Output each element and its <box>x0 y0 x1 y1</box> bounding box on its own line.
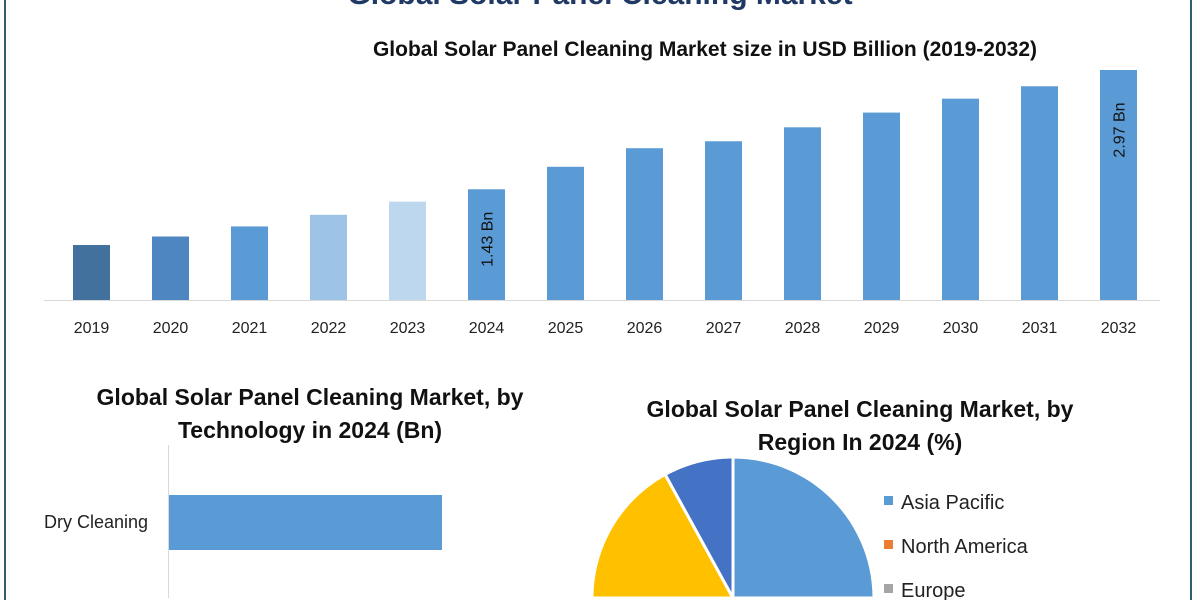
bar-chart-title: Global Solar Panel Cleaning Market size … <box>372 38 1038 61</box>
x-tick-2027: 2027 <box>706 320 742 337</box>
x-tick-2019: 2019 <box>74 320 110 337</box>
x-tick-2026: 2026 <box>627 320 663 337</box>
x-tick-2023: 2023 <box>390 320 426 337</box>
x-tick-2020: 2020 <box>153 320 189 337</box>
legend-label-europe: Europe <box>901 580 966 600</box>
technology-title-line2: Technology in 2024 (Bn) <box>177 417 443 443</box>
bar-2031 <box>1021 86 1058 300</box>
bar-2027 <box>705 141 742 300</box>
page-title: Global Solar Panel Cleaning Market <box>0 0 1200 12</box>
legend-swatch-asia-pacific <box>884 496 893 505</box>
bar-2030 <box>942 98 979 300</box>
legend-label-asia-pacific: Asia Pacific <box>901 492 1004 514</box>
bar-2021 <box>231 226 268 300</box>
bar-2026 <box>626 148 663 300</box>
bar-2023 <box>389 201 426 300</box>
x-tick-2025: 2025 <box>548 320 584 337</box>
pie-slice-unlabeled-4 <box>663 455 735 600</box>
bar-2025 <box>547 166 584 300</box>
x-tick-2024: 2024 <box>469 320 505 337</box>
legend-label-north-america: North America <box>901 536 1029 558</box>
x-tick-2029: 2029 <box>864 320 900 337</box>
bar-2024 <box>468 189 505 300</box>
hbar-label: Dry Cleaning <box>44 512 148 532</box>
bar-2032 <box>1100 70 1137 300</box>
bar-2022 <box>310 214 347 300</box>
x-tick-2032: 2032 <box>1101 320 1137 337</box>
bar-2028 <box>784 127 821 300</box>
region-title-line1: Global Solar Panel Cleaning Market, by <box>646 396 1074 422</box>
hbar-dry-cleaning <box>169 495 442 550</box>
technology-title-line1: Global Solar Panel Cleaning Market, by <box>96 384 524 410</box>
data-label-2032: 2.97 Bn <box>1112 102 1129 157</box>
legend-swatch-europe <box>884 584 893 593</box>
region-chart-title: Global Solar Panel Cleaning Market, by R… <box>600 393 1120 459</box>
x-tick-2030: 2030 <box>943 320 979 337</box>
data-label-2024: 1.43 Bn <box>480 212 497 267</box>
technology-chart-title: Global Solar Panel Cleaning Market, by T… <box>60 381 560 447</box>
x-tick-2021: 2021 <box>232 320 268 337</box>
x-tick-2028: 2028 <box>785 320 821 337</box>
pie-slice-unlabeled-3 <box>590 472 735 600</box>
x-tick-2022: 2022 <box>311 320 347 337</box>
bar-2019 <box>73 245 110 300</box>
image-frame <box>4 0 1192 600</box>
legend-swatch-north-america <box>884 540 893 549</box>
pie-slice-asia-pacific <box>731 455 876 600</box>
x-tick-2031: 2031 <box>1022 320 1058 337</box>
bar-2029 <box>863 112 900 300</box>
region-title-line2: Region In 2024 (%) <box>757 429 963 455</box>
bar-2020 <box>152 236 189 300</box>
